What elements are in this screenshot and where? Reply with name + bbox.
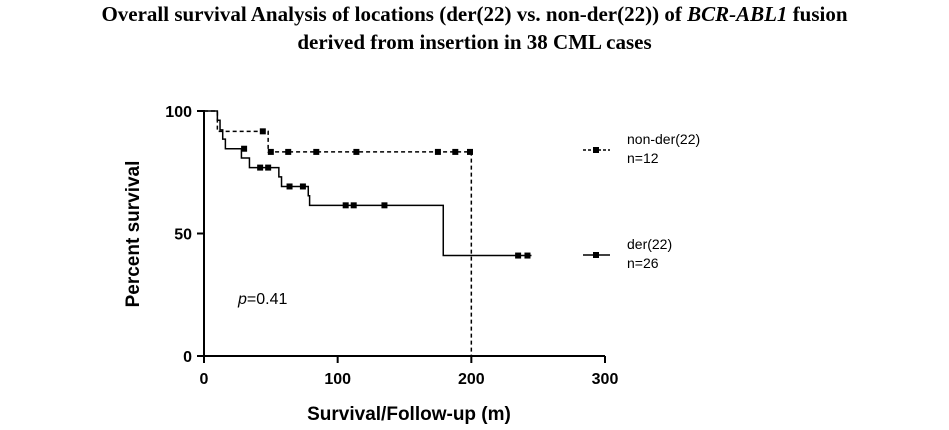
- x-axis-title: Survival/Follow-up (m): [307, 404, 511, 425]
- censor-mark: [381, 202, 388, 209]
- x-tick-label: 200: [458, 371, 485, 388]
- censor-mark: [265, 164, 272, 171]
- legend: non-der(22) n=12 der(22) n=26: [583, 131, 700, 271]
- p-value-symbol: p: [237, 291, 247, 308]
- censor-mark: [259, 128, 266, 135]
- x-tick-label: 100: [324, 371, 351, 388]
- censor-mark: [515, 252, 522, 259]
- axes: [203, 110, 605, 357]
- censor-mark: [299, 183, 306, 190]
- y-tick-label: 50: [174, 227, 192, 244]
- censor-mark: [267, 148, 274, 155]
- series-layer: [204, 110, 532, 356]
- chart-title: Overall survival Analysis of locations (…: [0, 0, 949, 56]
- censor-mark: [241, 145, 248, 152]
- censor-mark: [350, 202, 357, 209]
- y-axis-title: Percent survival: [123, 161, 144, 308]
- p-value-annotation: p=0.41: [237, 291, 287, 308]
- title-gene-name: BCR-ABL1: [687, 2, 788, 26]
- censor-mark: [257, 164, 264, 171]
- censor-mark: [434, 148, 441, 155]
- censor-mark: [466, 148, 473, 155]
- censor-mark: [353, 148, 360, 155]
- title-line1-prefix: Overall survival Analysis of locations (…: [101, 2, 688, 26]
- censor-mark: [286, 183, 293, 190]
- legend-marker: [593, 147, 599, 153]
- survival-curve-der22: [204, 110, 532, 257]
- censor-mark: [285, 148, 292, 155]
- y-tick-label: 0: [183, 349, 192, 366]
- x-tick-label: 300: [592, 371, 619, 388]
- title-line2: derived from insertion in 38 CML cases: [297, 30, 652, 54]
- x-tick-label: 0: [200, 371, 209, 388]
- legend-label: non-der(22): [627, 131, 700, 147]
- p-value-text: =0.41: [247, 291, 288, 308]
- y-tick-label: 100: [165, 104, 192, 121]
- x-ticks: 0 100 200 300: [200, 356, 619, 388]
- censor-mark: [524, 252, 531, 259]
- legend-marker: [593, 252, 599, 258]
- legend-n-label: n=12: [627, 150, 659, 166]
- legend-label: der(22): [627, 236, 672, 252]
- y-ticks: 0 50 100: [165, 104, 204, 366]
- censor-mark: [452, 148, 459, 155]
- title-line1-suffix: fusion: [787, 2, 848, 26]
- censor-mark: [342, 202, 349, 209]
- censor-mark: [313, 148, 320, 155]
- legend-n-label: n=26: [627, 255, 659, 271]
